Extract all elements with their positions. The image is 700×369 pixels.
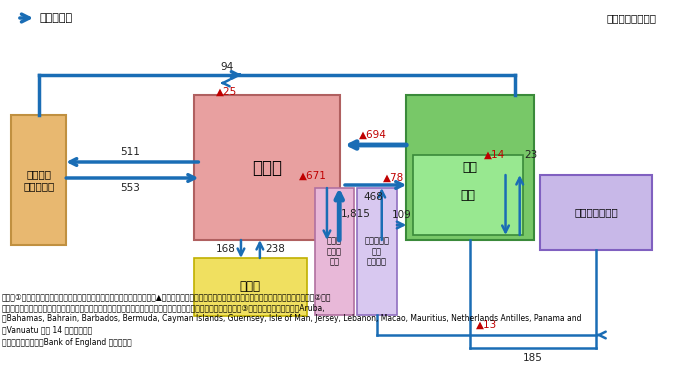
Bar	[406, 95, 534, 240]
Text: ▲78: ▲78	[384, 173, 405, 183]
Text: タの制約から、アジア・太平洋地域、中東・アフリカ及びオフショア金融市場は、英国との銀行部門のみを記載。③オフショア金融市場は、Aruba,: タの制約から、アジア・太平洋地域、中東・アフリカ及びオフショア金融市場は、英国と…	[2, 303, 326, 312]
Text: 553: 553	[120, 183, 140, 193]
Text: 中東・アフリカ: 中東・アフリカ	[575, 207, 618, 217]
Bar	[413, 155, 522, 235]
Text: 備考：①投資収支（直接投資、証券投資等の合計）から見た資金の流れ。▲（マイナス）は流れが逆方向（リパトリエーション）であることを示す。②デー: 備考：①投資収支（直接投資、証券投資等の合計）から見た資金の流れ。▲（マイナス）…	[2, 292, 331, 301]
Text: Bahamas, Bahrain, Barbados, Bermuda, Cayman Islands, Guernsey, Isle of Man, Jers: Bahamas, Bahrain, Barbados, Bermuda, Cay…	[2, 314, 582, 323]
Text: その他
西半球
諸国: その他 西半球 諸国	[327, 237, 342, 266]
Text: 米　国: 米 国	[252, 159, 282, 176]
Text: ▲25: ▲25	[216, 87, 237, 97]
Text: Vanuatu の計 14 か国・地域。: Vanuatu の計 14 か国・地域。	[2, 325, 92, 334]
Text: ▲13: ▲13	[476, 320, 497, 330]
Text: 資金の流れ: 資金の流れ	[40, 13, 73, 23]
Text: ▲671: ▲671	[299, 171, 327, 181]
Text: 94: 94	[220, 62, 233, 72]
Text: ▲14: ▲14	[484, 150, 505, 160]
Bar	[11, 115, 66, 245]
Text: オフショア
金融
センター: オフショア 金融 センター	[365, 237, 389, 266]
Bar	[540, 175, 652, 250]
Text: 中南米: 中南米	[240, 280, 261, 293]
Bar	[315, 188, 354, 315]
Text: 23: 23	[524, 150, 538, 160]
Text: アジア・
太平洋地域: アジア・ 太平洋地域	[23, 169, 55, 191]
Text: 511: 511	[120, 147, 140, 157]
Text: 168: 168	[216, 244, 236, 254]
Text: 185: 185	[523, 353, 543, 363]
Text: 468: 468	[363, 192, 383, 202]
Text: 欧州: 欧州	[463, 161, 477, 174]
Text: 109: 109	[392, 210, 412, 220]
Text: 英国: 英国	[460, 189, 475, 201]
Text: 1,815: 1,815	[342, 209, 371, 219]
Bar	[194, 95, 340, 240]
Bar	[357, 188, 397, 315]
Bar	[194, 258, 307, 316]
Text: 238: 238	[265, 244, 285, 254]
Text: 資料：米国商務省、Bank of England から作成。: 資料：米国商務省、Bank of England から作成。	[2, 338, 132, 347]
Text: ▲694: ▲694	[359, 130, 387, 140]
Text: （単位：億ドル）: （単位：億ドル）	[607, 13, 657, 23]
